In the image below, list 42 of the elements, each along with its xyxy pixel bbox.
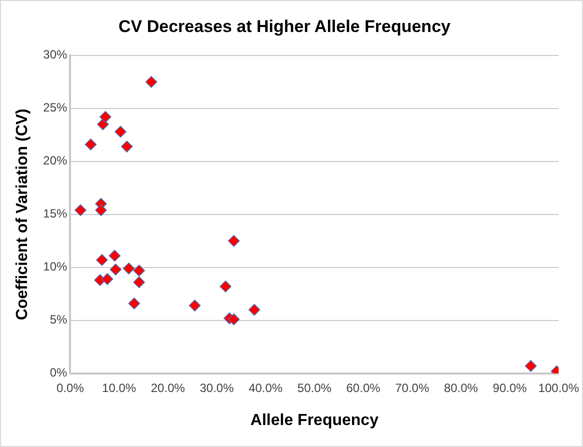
x-tick-label: 100.0% [538, 380, 580, 395]
point [228, 313, 240, 326]
point [108, 250, 121, 262]
y-tick-label: 10% [43, 260, 68, 274]
point [133, 276, 145, 288]
y-tick-label: 5% [50, 312, 68, 327]
y-tick-label: 25% [43, 100, 68, 115]
point [120, 140, 133, 152]
x-tick-label: 30.0% [200, 380, 234, 395]
y-tick-label: 30% [43, 48, 68, 62]
point [114, 126, 126, 138]
point [248, 304, 260, 316]
y-tick-label: 20% [43, 154, 68, 168]
x-tick-label: 60.0% [346, 380, 381, 395]
chart-title: CV Decreases at Higher Allele Frequency [118, 16, 452, 36]
x-tick-label: 80.0% [444, 380, 478, 395]
point [145, 76, 158, 88]
point [101, 273, 114, 285]
point [99, 110, 112, 123]
x-tick-label: 50.0% [297, 380, 332, 395]
point [96, 254, 108, 266]
point [95, 204, 107, 216]
x-tick-label: 20.0% [150, 380, 186, 395]
point [84, 138, 97, 150]
point [228, 235, 240, 247]
y-tick-label: 15% [43, 206, 68, 221]
x-axis-title: Allele Frequency [250, 412, 379, 429]
x-tick-label: 90.0% [492, 380, 528, 395]
x-tick-label: 0.0% [56, 380, 84, 395]
point [220, 280, 232, 292]
point [128, 298, 140, 310]
point [122, 262, 135, 274]
x-tick-label: 40.0% [248, 380, 283, 395]
x-tick-label: 70.0% [395, 380, 430, 395]
y-axis-title: Coefficient of Variation (CV) [14, 108, 32, 320]
point [74, 204, 86, 216]
x-tick-label: 10.0% [102, 380, 136, 395]
y-tick-label: 0% [50, 366, 68, 380]
point [133, 264, 145, 276]
point [110, 264, 122, 276]
point [524, 360, 537, 372]
point [188, 300, 201, 312]
